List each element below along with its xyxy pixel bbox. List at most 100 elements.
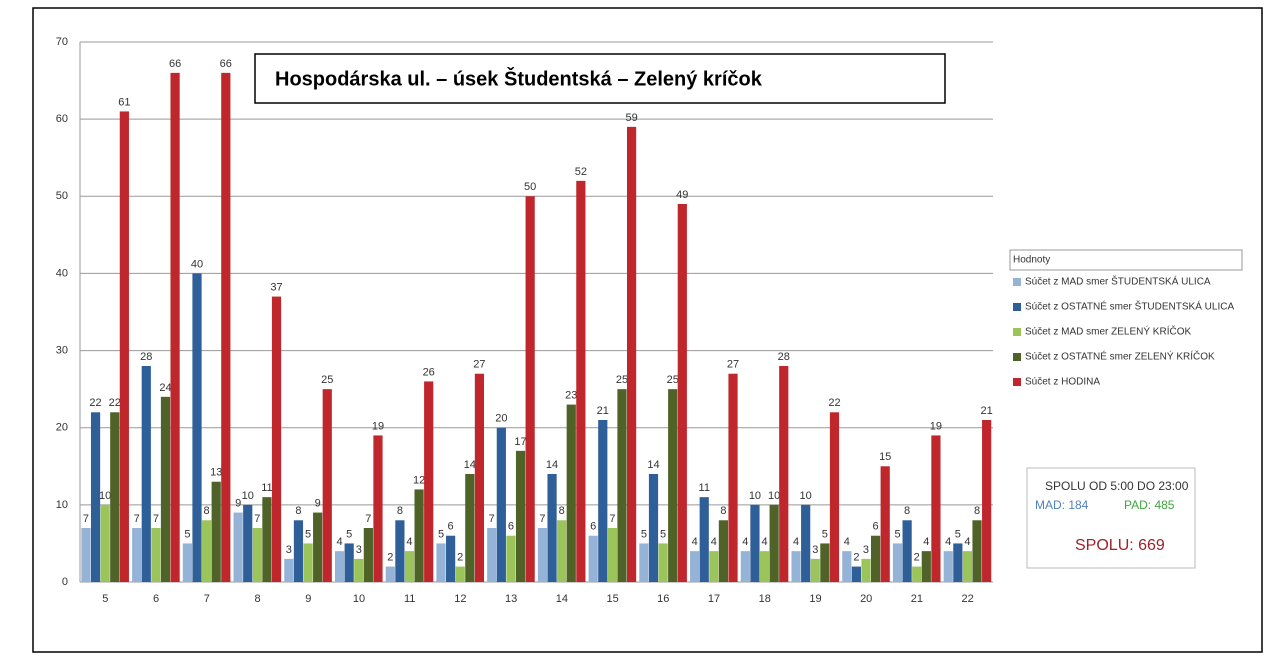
data-label: 7: [365, 513, 371, 525]
data-label: 6: [590, 521, 596, 533]
x-tick-label: 10: [353, 593, 365, 605]
bar: [892, 543, 903, 582]
data-label: 7: [254, 513, 260, 525]
data-label: 3: [286, 544, 292, 556]
bar: [233, 512, 243, 582]
data-label: 5: [346, 528, 352, 540]
x-tick-label: 22: [962, 593, 974, 605]
y-tick-label: 30: [56, 344, 68, 356]
data-label: 14: [464, 459, 476, 471]
data-label: 22: [828, 397, 840, 409]
bar: [617, 389, 627, 582]
x-tick-label: 14: [556, 593, 568, 605]
x-tick-label: 8: [254, 593, 260, 605]
bar: [576, 180, 586, 582]
data-label: 4: [337, 536, 343, 548]
bar: [750, 504, 760, 582]
bar: [982, 420, 992, 582]
data-label: 15: [879, 451, 891, 463]
bar: [779, 366, 789, 582]
data-label: 13: [210, 467, 222, 479]
plot-area: 0102030405060705722102261672872466754081…: [56, 36, 993, 605]
data-label: 14: [647, 459, 659, 471]
data-label: 7: [489, 513, 495, 525]
data-label: 20: [495, 413, 507, 425]
legend-swatch: [1013, 278, 1021, 286]
data-label: 66: [169, 58, 181, 70]
data-label: 10: [768, 490, 780, 502]
x-tick-label: 9: [305, 593, 311, 605]
bar: [718, 520, 729, 582]
data-label: 4: [711, 536, 717, 548]
bar: [791, 551, 801, 582]
legend-swatch: [1013, 378, 1021, 386]
data-label: 10: [242, 490, 254, 502]
bar: [740, 551, 750, 582]
x-tick-label: 7: [204, 593, 210, 605]
bar: [192, 273, 202, 582]
data-label: 6: [508, 521, 514, 533]
bar: [141, 366, 151, 582]
data-label: 8: [720, 505, 726, 517]
data-label: 4: [945, 536, 951, 548]
bar: [515, 450, 526, 582]
bar: [639, 543, 649, 582]
data-label: 4: [742, 536, 748, 548]
data-label: 5: [822, 528, 828, 540]
data-label: 5: [641, 528, 647, 540]
title-box: [254, 53, 946, 104]
y-tick-label: 70: [56, 36, 68, 48]
legend-swatch: [1013, 328, 1021, 336]
bar: [211, 481, 221, 582]
data-label: 9: [315, 497, 321, 509]
data-label: 2: [914, 551, 920, 563]
data-label: 12: [413, 474, 425, 486]
legend-label: Súčet z HODINA: [1025, 377, 1100, 388]
x-tick-label: 13: [505, 593, 517, 605]
legend-label: Súčet z MAD smer ŠTUDENTSKÁ ULICA: [1025, 275, 1211, 288]
bar: [284, 558, 294, 582]
bar: [271, 296, 282, 582]
data-label: 7: [83, 513, 89, 525]
bar: [465, 474, 475, 582]
data-label: 2: [853, 551, 859, 563]
bar: [870, 535, 881, 582]
bar: [132, 528, 142, 582]
bar: [262, 497, 272, 582]
bar: [547, 474, 557, 582]
bar: [455, 566, 465, 582]
bar: [160, 396, 171, 582]
bar: [119, 111, 129, 582]
data-label: 4: [761, 536, 767, 548]
data-label: 10: [749, 490, 761, 502]
bar: [861, 558, 871, 582]
bar: [436, 543, 446, 582]
data-label: 10: [800, 490, 812, 502]
data-label: 3: [863, 544, 869, 556]
data-label: 37: [270, 281, 282, 293]
data-label: 7: [539, 513, 545, 525]
data-label: 7: [609, 513, 615, 525]
data-label: 61: [118, 96, 130, 108]
bar: [313, 512, 323, 582]
data-label: 7: [134, 513, 140, 525]
y-tick-label: 10: [56, 499, 68, 511]
summary-pad: PAD: 485: [1124, 498, 1175, 512]
bar: [395, 520, 405, 582]
bar: [931, 435, 941, 582]
bar: [658, 543, 668, 582]
bar: [810, 558, 820, 582]
y-tick-label: 50: [56, 190, 68, 202]
data-label: 24: [159, 382, 171, 394]
data-label: 8: [974, 505, 980, 517]
bar: [921, 551, 931, 582]
y-tick-label: 60: [56, 113, 68, 125]
chart-title: Hospodárska ul. – úsek Študentská – Zele…: [275, 66, 763, 90]
bar: [626, 126, 637, 582]
bar: [962, 551, 973, 582]
bar: [110, 412, 120, 582]
x-tick-label: 15: [606, 593, 618, 605]
data-label: 8: [397, 505, 403, 517]
data-label: 50: [524, 181, 536, 193]
data-label: 28: [778, 351, 790, 363]
